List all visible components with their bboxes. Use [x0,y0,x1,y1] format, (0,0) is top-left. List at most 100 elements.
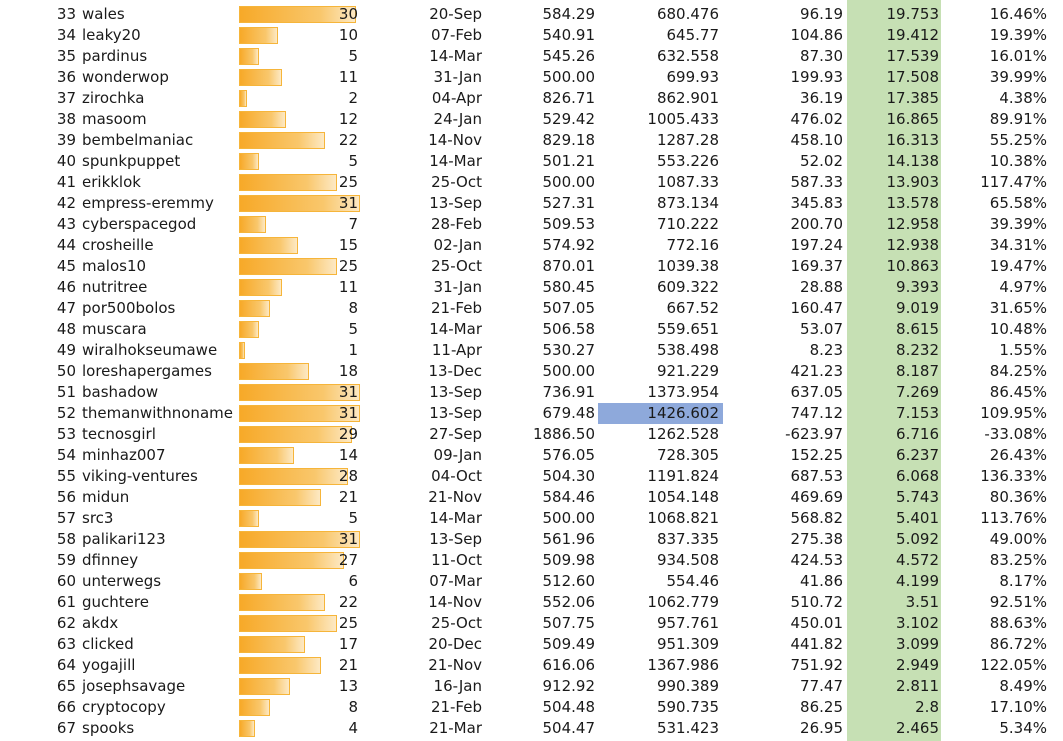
date-cell[interactable]: 21-Feb [430,299,482,317]
rank-cell[interactable]: 38 [56,110,76,128]
date-cell[interactable]: 13-Sep [429,383,482,401]
count-cell[interactable]: 11 [338,278,358,296]
rank-cell[interactable]: 49 [56,341,76,359]
current-value-cell[interactable]: 1054.148 [647,488,719,506]
count-databar-cell[interactable] [238,424,360,445]
rank-cell[interactable]: 36 [56,68,76,86]
rank-cell[interactable]: 45 [56,257,76,275]
current-value-cell[interactable]: 1262.528 [647,425,719,443]
count-cell[interactable]: 29 [338,425,358,443]
username-cell[interactable]: bembelmaniac [82,131,194,149]
rank-cell[interactable]: 47 [56,299,76,317]
percent-change-cell[interactable]: 80.36% [989,488,1047,506]
table-row[interactable]: 40 spunkpuppet 5 14-Mar 501.21 553.226 52.02 14… [0,151,1063,172]
percent-change-cell[interactable]: 10.38% [989,152,1047,170]
username-cell[interactable]: crosheille [82,236,154,254]
difference-cell[interactable]: 200.70 [790,215,844,233]
score-cell[interactable]: 5.401 [896,509,939,527]
date-cell[interactable]: 11-Oct [431,551,482,569]
username-cell[interactable]: pardinus [82,47,148,65]
difference-cell[interactable]: 77.47 [800,677,843,695]
start-value-cell[interactable]: 512.60 [542,572,596,590]
score-cell[interactable]: 19.412 [886,26,940,44]
current-value-cell[interactable]: 531.423 [656,719,719,737]
username-cell[interactable]: wales [82,5,125,23]
current-value-cell[interactable]: 862.901 [656,89,719,107]
percent-change-cell[interactable]: 86.45% [989,383,1047,401]
table-row[interactable]: 39 bembelmaniac 22 14-Nov 829.18 1287.28 458.1… [0,130,1063,151]
username-cell[interactable]: empress-eremmy [82,194,214,212]
count-cell[interactable]: 31 [338,530,358,548]
score-cell[interactable]: 6.716 [896,425,939,443]
current-value-cell[interactable]: 1039.38 [656,257,719,275]
start-value-cell[interactable]: 530.27 [542,341,596,359]
difference-cell[interactable]: 86.25 [800,698,843,716]
rank-cell[interactable]: 37 [56,89,76,107]
count-cell[interactable]: 5 [348,509,358,527]
current-value-cell[interactable]: 934.508 [656,551,719,569]
table-row[interactable]: 33 wales 30 20-Sep 584.29 680.476 96.19 19.753 1… [0,4,1063,25]
count-cell[interactable]: 27 [338,551,358,569]
username-cell[interactable]: wiralhokseumawe [82,341,218,359]
username-cell[interactable]: zirochka [82,89,145,107]
rank-cell[interactable]: 34 [56,26,76,44]
count-databar-cell[interactable] [238,550,360,571]
count-cell[interactable]: 22 [338,593,358,611]
table-row[interactable]: 37 zirochka 2 04-Apr 826.71 862.901 36.19 17.38… [0,88,1063,109]
count-databar-cell[interactable] [238,25,360,46]
rank-cell[interactable]: 48 [56,320,76,338]
current-value-cell[interactable]: 1087.33 [656,173,719,191]
percent-change-cell[interactable]: 34.31% [989,236,1047,254]
score-cell[interactable]: 9.019 [896,299,939,317]
percent-change-cell[interactable]: 83.25% [989,551,1047,569]
start-value-cell[interactable]: 500.00 [542,509,596,527]
username-cell[interactable]: src3 [82,509,114,527]
count-databar-cell[interactable] [238,613,360,634]
percent-change-cell[interactable]: 19.47% [989,257,1047,275]
username-cell[interactable]: yogajill [82,656,136,674]
current-value-cell[interactable]: 667.52 [666,299,720,317]
username-cell[interactable]: minhaz007 [82,446,166,464]
current-value-cell[interactable]: 554.46 [666,572,720,590]
date-cell[interactable]: 27-Sep [429,425,482,443]
count-cell[interactable]: 25 [338,614,358,632]
table-row[interactable]: 56 midun 21 21-Nov 584.46 1054.148 469.69 5.743… [0,487,1063,508]
start-value-cell[interactable]: 500.00 [542,173,596,191]
date-cell[interactable]: 21-Mar [429,719,482,737]
date-cell[interactable]: 13-Dec [428,362,482,380]
percent-change-cell[interactable]: 55.25% [989,131,1047,149]
selected-cell[interactable]: 1426.602 [598,403,723,424]
username-cell[interactable]: viking-ventures [82,467,198,485]
current-value-cell[interactable]: 957.761 [656,614,719,632]
table-row[interactable]: 66 cryptocopy 8 21-Feb 504.48 590.735 86.25 2.8… [0,697,1063,718]
table-row[interactable]: 49 wiralhokseumawe 1 11-Apr 530.27 538.498 8.2… [0,340,1063,361]
table-row[interactable]: 34 leaky20 10 07-Feb 540.91 645.77 104.86 19.41… [0,25,1063,46]
count-cell[interactable]: 10 [338,26,358,44]
score-cell[interactable]: 19.753 [886,5,940,23]
difference-cell[interactable]: 450.01 [790,614,844,632]
score-cell[interactable]: 4.572 [896,551,939,569]
start-value-cell[interactable]: 509.53 [542,215,596,233]
current-value-cell[interactable]: 699.93 [666,68,720,86]
current-value-cell[interactable]: 645.77 [666,26,720,44]
date-cell[interactable]: 14-Mar [429,320,482,338]
start-value-cell[interactable]: 507.75 [542,614,596,632]
rank-cell[interactable]: 64 [56,656,76,674]
percent-change-cell[interactable]: 31.65% [989,299,1047,317]
date-cell[interactable]: 14-Mar [429,47,482,65]
username-cell[interactable]: themanwithnoname [82,404,233,422]
start-value-cell[interactable]: 500.00 [542,68,596,86]
start-value-cell[interactable]: 552.06 [542,593,596,611]
score-cell[interactable]: 16.865 [886,110,940,128]
difference-cell[interactable]: 568.82 [790,509,844,527]
table-row[interactable]: 38 masoom 12 24-Jan 529.42 1005.433 476.02 16.8… [0,109,1063,130]
count-cell[interactable]: 6 [348,572,358,590]
count-databar-cell[interactable] [238,634,360,655]
username-cell[interactable]: muscara [82,320,147,338]
current-value-cell[interactable]: 680.476 [656,5,719,23]
score-cell[interactable]: 5.743 [896,488,939,506]
start-value-cell[interactable]: 736.91 [542,383,596,401]
percent-change-cell[interactable]: 19.39% [989,26,1047,44]
difference-cell[interactable]: 747.12 [790,404,844,422]
username-cell[interactable]: josephsavage [82,677,186,695]
